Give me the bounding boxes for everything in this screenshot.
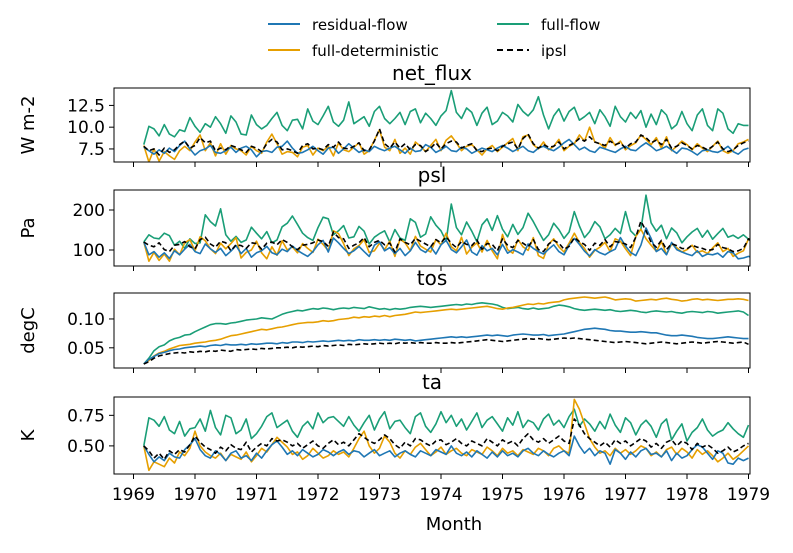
panel-title: net_flux: [392, 61, 472, 85]
legend-label: full-flow: [541, 16, 600, 34]
panel-net_flux: net_flux W m-2 12.510.07.5: [18, 61, 751, 167]
legend: residual-flow full-flow full-deterministic…: [268, 16, 600, 60]
legend-entry: residual-flow: [268, 16, 408, 34]
legend-entry: full-flow: [497, 16, 600, 34]
y-tick-label: 0.05: [67, 339, 105, 359]
legend-entry: ipsl: [497, 42, 567, 60]
x-tick-label: 1977: [604, 485, 647, 505]
series-line-full-flow: [143, 301, 749, 365]
series-line-ipsl: [143, 337, 749, 365]
legend-label: residual-flow: [312, 16, 408, 34]
series-line-full-flow: [143, 194, 750, 250]
panel-ta: ta K 0.75 0.50: [18, 370, 751, 479]
y-axis-label: degC: [18, 307, 39, 354]
panel-psl: psl Pa 200 100: [18, 163, 751, 271]
axes-frame: [113, 292, 751, 369]
x-tick-label: 1979: [727, 485, 770, 505]
series-line-residual-flow: [143, 227, 750, 260]
y-tick-label: 7.5: [78, 140, 105, 160]
panel-tos: tos degC 0.10 0.05: [18, 266, 751, 373]
y-tick-label: 0.10: [67, 310, 105, 330]
x-tick-label: 1978: [665, 485, 708, 505]
x-tick-label: 1971: [235, 485, 278, 505]
series-group: [143, 89, 749, 162]
axes-frame: [113, 87, 751, 163]
y-tick-label: 100: [73, 241, 105, 261]
y-tick-label: 0.50: [67, 437, 105, 457]
y-tick-label: 12.5: [67, 96, 105, 116]
series-group: [143, 398, 750, 472]
x-tick-label: 1973: [358, 485, 401, 505]
series-line-full-deterministic: [143, 296, 749, 365]
legend-entry: full-deterministic: [268, 42, 439, 60]
legend-label: full-deterministic: [312, 42, 439, 60]
y-tick-label: 200: [73, 201, 105, 221]
panel-title: psl: [418, 163, 447, 187]
x-tick-label: 1970: [173, 485, 216, 505]
x-axis-label: Month: [426, 514, 482, 535]
axes-frame: [113, 396, 751, 475]
panels: net_flux W m-2 12.510.07.5 psl Pa 200 100 tos de…: [18, 61, 751, 479]
panel-title: ta: [422, 370, 442, 394]
axes-frame: [113, 189, 751, 267]
x-tick-label: 1969: [112, 485, 155, 505]
y-axis-label: W m-2: [18, 95, 39, 154]
panel-title: tos: [417, 266, 448, 290]
legend-label: ipsl: [541, 42, 567, 60]
series-line-ipsl: [143, 128, 749, 156]
x-tick-label: 1976: [542, 485, 585, 505]
series-line-full-flow: [143, 89, 749, 145]
x-tick-label: 1975: [481, 485, 524, 505]
y-tick-label: 0.75: [67, 406, 105, 426]
y-axis-label: K: [18, 428, 39, 441]
series-line-residual-flow: [143, 138, 749, 158]
x-tick-label: 1974: [419, 485, 462, 505]
series-line-full-flow: [143, 408, 750, 447]
y-tick-label: 10.0: [67, 118, 105, 138]
x-tick-label: 1972: [296, 485, 339, 505]
series-line-full-deterministic: [143, 126, 749, 162]
series-group: [143, 194, 750, 263]
x-axis: Month 1969 1970 1971 1972 1973 1974 1975 1976 19…: [112, 485, 770, 535]
series-group: [143, 296, 749, 365]
series-line-ipsl: [143, 220, 750, 253]
series-line-residual-flow: [143, 435, 749, 466]
series-line-ipsl: [143, 418, 749, 461]
series-line-residual-flow: [143, 327, 749, 365]
y-axis-label: Pa: [18, 217, 39, 238]
